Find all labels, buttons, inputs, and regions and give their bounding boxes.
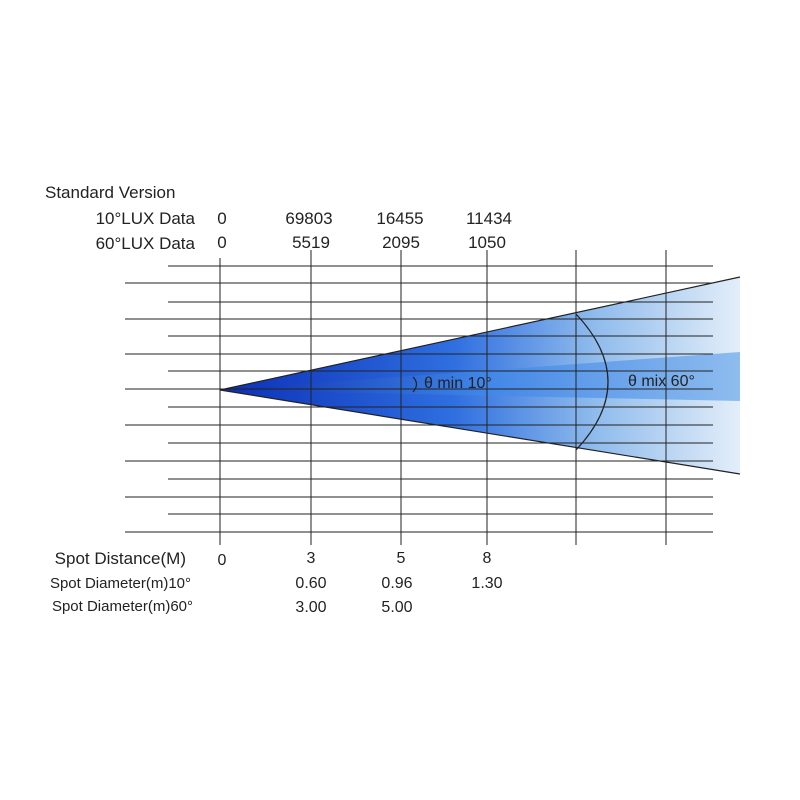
diameter-10-label: Spot Diameter(m)10° — [49, 575, 191, 592]
diagram-title: Standard Version — [45, 183, 176, 202]
lux-60-value: 0 — [217, 233, 227, 252]
diameter-10-value: 1.30 — [471, 575, 503, 592]
diameter-60-label: Spot Diameter(m)60° — [51, 598, 193, 615]
spot-distance-label: Spot Distance(M) — [54, 549, 186, 568]
diameter-10-value: 0.60 — [295, 575, 327, 592]
lux-60-value: 5519 — [292, 233, 330, 252]
lux-10-label: 10°LUX Data — [95, 209, 195, 228]
distance-value: 3 — [306, 550, 316, 567]
diameter-10-value: 0.96 — [381, 575, 413, 592]
diameter-60-value: 5.00 — [381, 599, 413, 616]
lux-60-value: 1050 — [468, 233, 506, 252]
lux-10-value: 0 — [217, 209, 227, 228]
distance-value: 8 — [482, 550, 492, 567]
angle-arc-60 — [575, 313, 609, 451]
beam-min-label: θ min 10° — [424, 375, 492, 392]
angle-arc-10 — [412, 376, 418, 393]
distance-value: 5 — [396, 550, 406, 567]
beam-outline — [219, 276, 741, 475]
lux-60-value: 2095 — [382, 233, 420, 252]
distance-value: 0 — [217, 552, 227, 569]
diameter-60-value: 3.00 — [295, 599, 327, 616]
lux-10-value: 69803 — [285, 209, 333, 228]
lux-60-label: 60°LUX Data — [95, 234, 195, 253]
beam-max-label: θ mix 60° — [628, 373, 695, 390]
lux-10-value: 16455 — [376, 209, 424, 228]
lux-10-value: 11434 — [465, 209, 512, 228]
